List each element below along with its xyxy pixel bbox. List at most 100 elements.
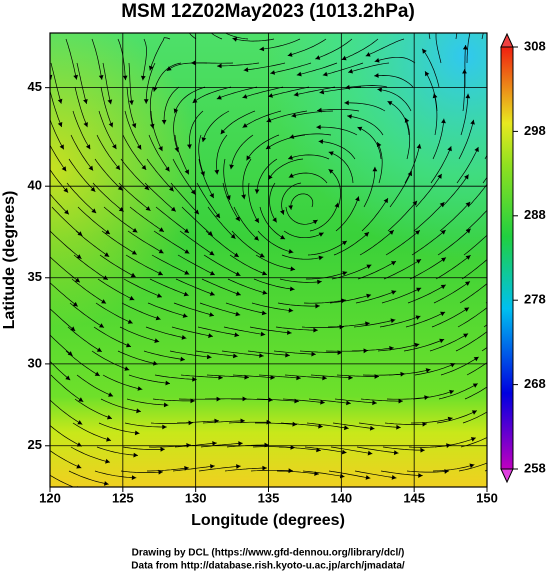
streamline-arrow: [103, 481, 109, 486]
streamline: [100, 398, 141, 412]
streamline: [255, 254, 296, 270]
streamline-arrow: [61, 166, 67, 172]
x-tick-label: 130: [185, 490, 207, 505]
streamline: [387, 200, 418, 232]
streamline-arrow: [322, 375, 327, 381]
streamline: [51, 206, 83, 237]
y-tick-label: 35: [28, 269, 42, 284]
streamline: [153, 62, 182, 92]
streamline-arrow: [155, 315, 161, 321]
streamline: [94, 470, 137, 479]
y-tick-label: 40: [28, 178, 42, 193]
streamline: [374, 75, 414, 88]
streamline: [231, 230, 265, 258]
streamline: [121, 302, 161, 320]
streamline: [95, 302, 133, 324]
streamline-arrow: [422, 421, 427, 427]
streamline: [440, 356, 479, 376]
streamline-arrow: [190, 189, 196, 195]
streamline-arrow: [126, 342, 131, 348]
streamline-arrow: [374, 58, 380, 63]
streamline-arrow: [105, 229, 110, 235]
streamline-arrow: [491, 227, 496, 232]
streamline-arrow: [287, 52, 293, 57]
streamline-arrow: [449, 389, 454, 395]
streamline: [403, 338, 445, 352]
streamline-arrow: [288, 155, 293, 160]
streamline-arrow: [98, 75, 104, 80]
streamline: [463, 234, 487, 256]
streamline-arrow: [183, 291, 189, 297]
streamline-arrow: [396, 424, 401, 430]
streamline: [432, 464, 475, 472]
streamline: [173, 110, 179, 153]
streamline-arrow: [182, 313, 188, 318]
streamline: [273, 350, 316, 355]
streamline: [225, 302, 267, 315]
streamline-arrow: [180, 356, 185, 362]
streamline-arrow: [341, 55, 347, 61]
streamline-arrow: [240, 418, 245, 424]
streamline: [306, 271, 348, 280]
streamline: [227, 278, 268, 294]
streamline: [359, 229, 395, 256]
streamline-arrow: [470, 22, 475, 27]
streamline: [150, 110, 163, 152]
streamline: [101, 230, 137, 255]
streamline-arrow: [291, 113, 297, 118]
colorbar: 258 268 278 288 298 308: [500, 32, 546, 484]
streamline-arrow: [165, 380, 170, 386]
streamline: [50, 73, 52, 80]
streamline-arrow: [280, 234, 286, 240]
streamline-arrow: [315, 303, 320, 309]
streamline: [327, 322, 370, 328]
streamline-arrow: [515, 226, 520, 231]
streamline-arrow: [104, 252, 110, 257]
streamline-arrow: [238, 441, 243, 446]
streamline-arrow: [173, 108, 179, 114]
streamline-arrow: [88, 165, 94, 171]
streamline: [170, 182, 200, 215]
streamline-arrow: [345, 84, 350, 90]
streamline: [421, 48, 440, 88]
streamline: [152, 398, 195, 402]
streamline: [176, 420, 219, 424]
streamline: [224, 467, 267, 472]
streamline: [461, 259, 487, 280]
streamline-arrow: [365, 52, 371, 57]
streamline-arrow: [366, 293, 372, 299]
streamline-arrow: [108, 392, 114, 397]
streamline-arrow: [158, 227, 164, 232]
streamline-arrow: [59, 144, 64, 150]
streamline: [275, 326, 318, 331]
streamline: [198, 465, 241, 472]
streamline: [120, 470, 163, 473]
streamline-arrow: [519, 347, 524, 352]
streamline: [256, 398, 299, 402]
streamline-arrow: [518, 425, 523, 430]
streamline-arrow: [83, 99, 88, 104]
streamline: [129, 206, 165, 233]
streamline-arrow: [217, 63, 222, 69]
streamline: [221, 350, 264, 357]
streamline: [268, 86, 310, 97]
streamline: [242, 158, 252, 200]
streamline: [437, 228, 471, 256]
streamline: [102, 374, 143, 390]
streamline: [330, 446, 373, 455]
streamline: [102, 62, 112, 105]
streamline-arrow: [513, 275, 518, 280]
streamline: [70, 446, 111, 463]
streamline: [66, 182, 97, 214]
streamline: [223, 326, 266, 336]
streamline-arrow: [254, 217, 259, 223]
streamline-arrow: [232, 37, 238, 42]
map-title: MSM 12Z02May2023 (1013.2hPa): [121, 1, 415, 22]
streamline-arrow: [268, 174, 273, 180]
streamline: [206, 374, 249, 378]
streamline-arrow: [259, 46, 265, 52]
streamline-arrow: [465, 255, 471, 260]
streamline: [259, 206, 286, 240]
streamline-arrow: [311, 351, 316, 357]
streamline: [284, 374, 327, 379]
